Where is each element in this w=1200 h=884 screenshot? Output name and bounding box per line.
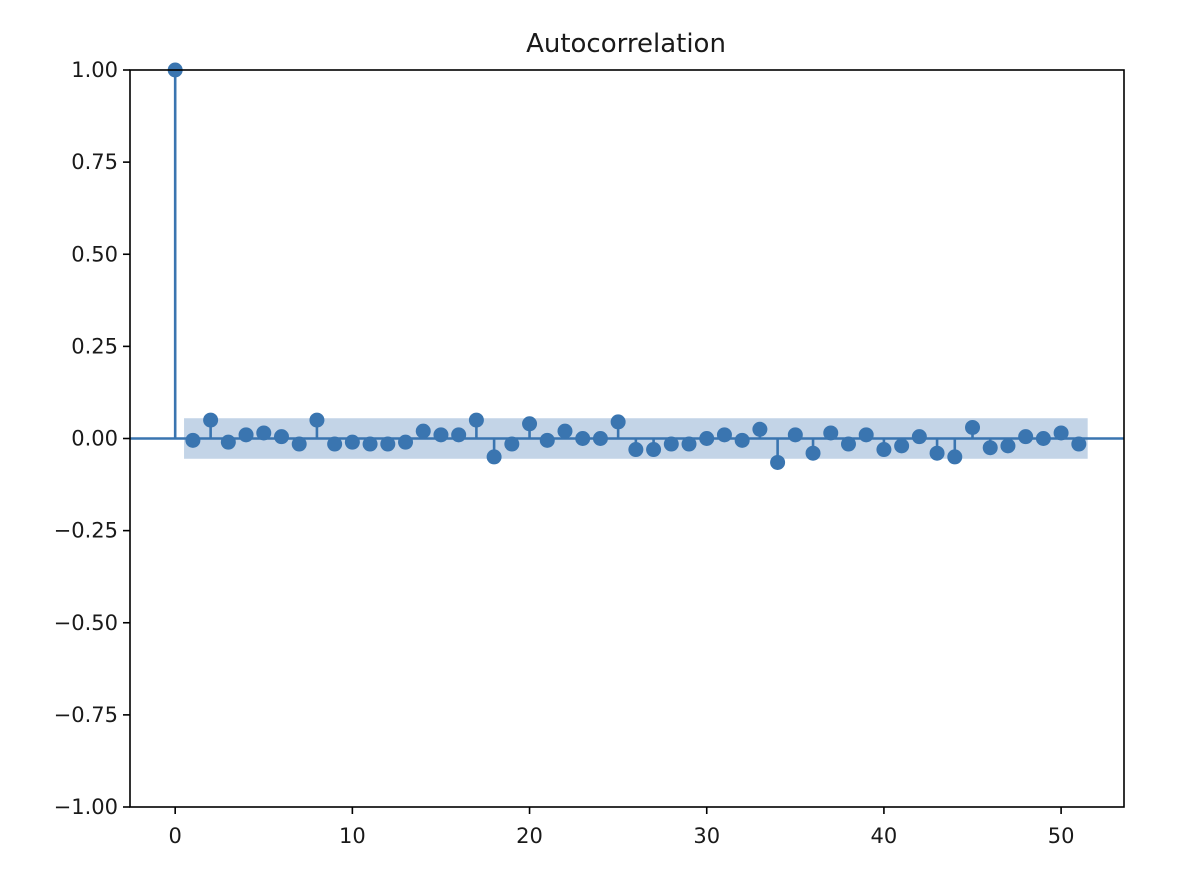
acf-point [451, 427, 467, 443]
acf-point [858, 427, 874, 443]
x-axis-ticks: 0 10 20 30 40 50 [168, 807, 1074, 848]
acf-point [185, 432, 201, 448]
acf-point [220, 434, 236, 450]
acf-point [504, 436, 520, 452]
acf-point [1071, 436, 1087, 452]
acf-point [1053, 425, 1069, 441]
acf-point [522, 416, 538, 432]
y-tick-label: 0.00 [71, 427, 118, 451]
acf-point [787, 427, 803, 443]
acf-point [557, 423, 573, 439]
y-axis-ticks: 1.00 0.75 0.50 0.25 0.00 −0.25 −0.50 −0.75 −1.00 [54, 58, 130, 819]
chart-title: Autocorrelation [526, 29, 726, 59]
acf-point [965, 419, 981, 435]
acf-point [539, 432, 555, 448]
acf-point [327, 436, 343, 452]
acf-point [699, 431, 715, 446]
x-tick-label: 0 [168, 824, 181, 848]
acf-point [840, 436, 856, 452]
acf-point [273, 429, 289, 445]
acf-point [203, 412, 219, 428]
x-tick-label: 30 [693, 824, 720, 848]
marker-layer [167, 62, 1087, 470]
acf-point [752, 421, 768, 437]
x-tick-label: 10 [339, 824, 366, 848]
acf-point [681, 436, 697, 452]
acf-point [894, 438, 910, 454]
acf-point [592, 431, 608, 446]
acf-point [1035, 431, 1051, 446]
acf-point [610, 414, 626, 430]
y-tick-label: −1.00 [54, 795, 118, 819]
acf-point [929, 445, 945, 461]
x-tick-label: 20 [516, 824, 543, 848]
acf-point [398, 434, 414, 450]
acf-point [468, 412, 484, 428]
acf-point [344, 434, 360, 450]
acf-point [628, 442, 644, 458]
acf-point [947, 449, 963, 465]
acf-point [876, 442, 892, 458]
acf-point [646, 442, 662, 458]
y-tick-label: 1.00 [71, 58, 118, 82]
acf-point [433, 427, 449, 443]
acf-point [716, 427, 732, 443]
acf-point [486, 449, 502, 465]
acf-point [309, 412, 325, 428]
y-tick-label: −0.50 [54, 611, 118, 635]
acf-point [911, 429, 927, 445]
y-tick-label: −0.75 [54, 703, 118, 727]
acf-point [734, 432, 750, 448]
acf-point [362, 436, 378, 452]
y-tick-label: 0.50 [71, 242, 118, 266]
acf-point [1018, 429, 1034, 445]
acf-point [380, 436, 396, 452]
acf-point [415, 423, 431, 439]
y-tick-label: −0.25 [54, 519, 118, 543]
acf-point [291, 436, 307, 452]
x-tick-label: 50 [1048, 824, 1075, 848]
acf-point [1000, 438, 1016, 454]
x-tick-label: 40 [871, 824, 898, 848]
acf-point [805, 445, 821, 461]
acf-point [256, 425, 272, 441]
acf-point [982, 440, 998, 456]
y-tick-label: 0.75 [71, 150, 118, 174]
acf-point [663, 436, 679, 452]
acf-point [238, 427, 254, 443]
acf-point [575, 431, 591, 446]
acf-point [823, 425, 839, 441]
acf-point [770, 454, 786, 470]
y-tick-label: 0.25 [71, 334, 118, 358]
